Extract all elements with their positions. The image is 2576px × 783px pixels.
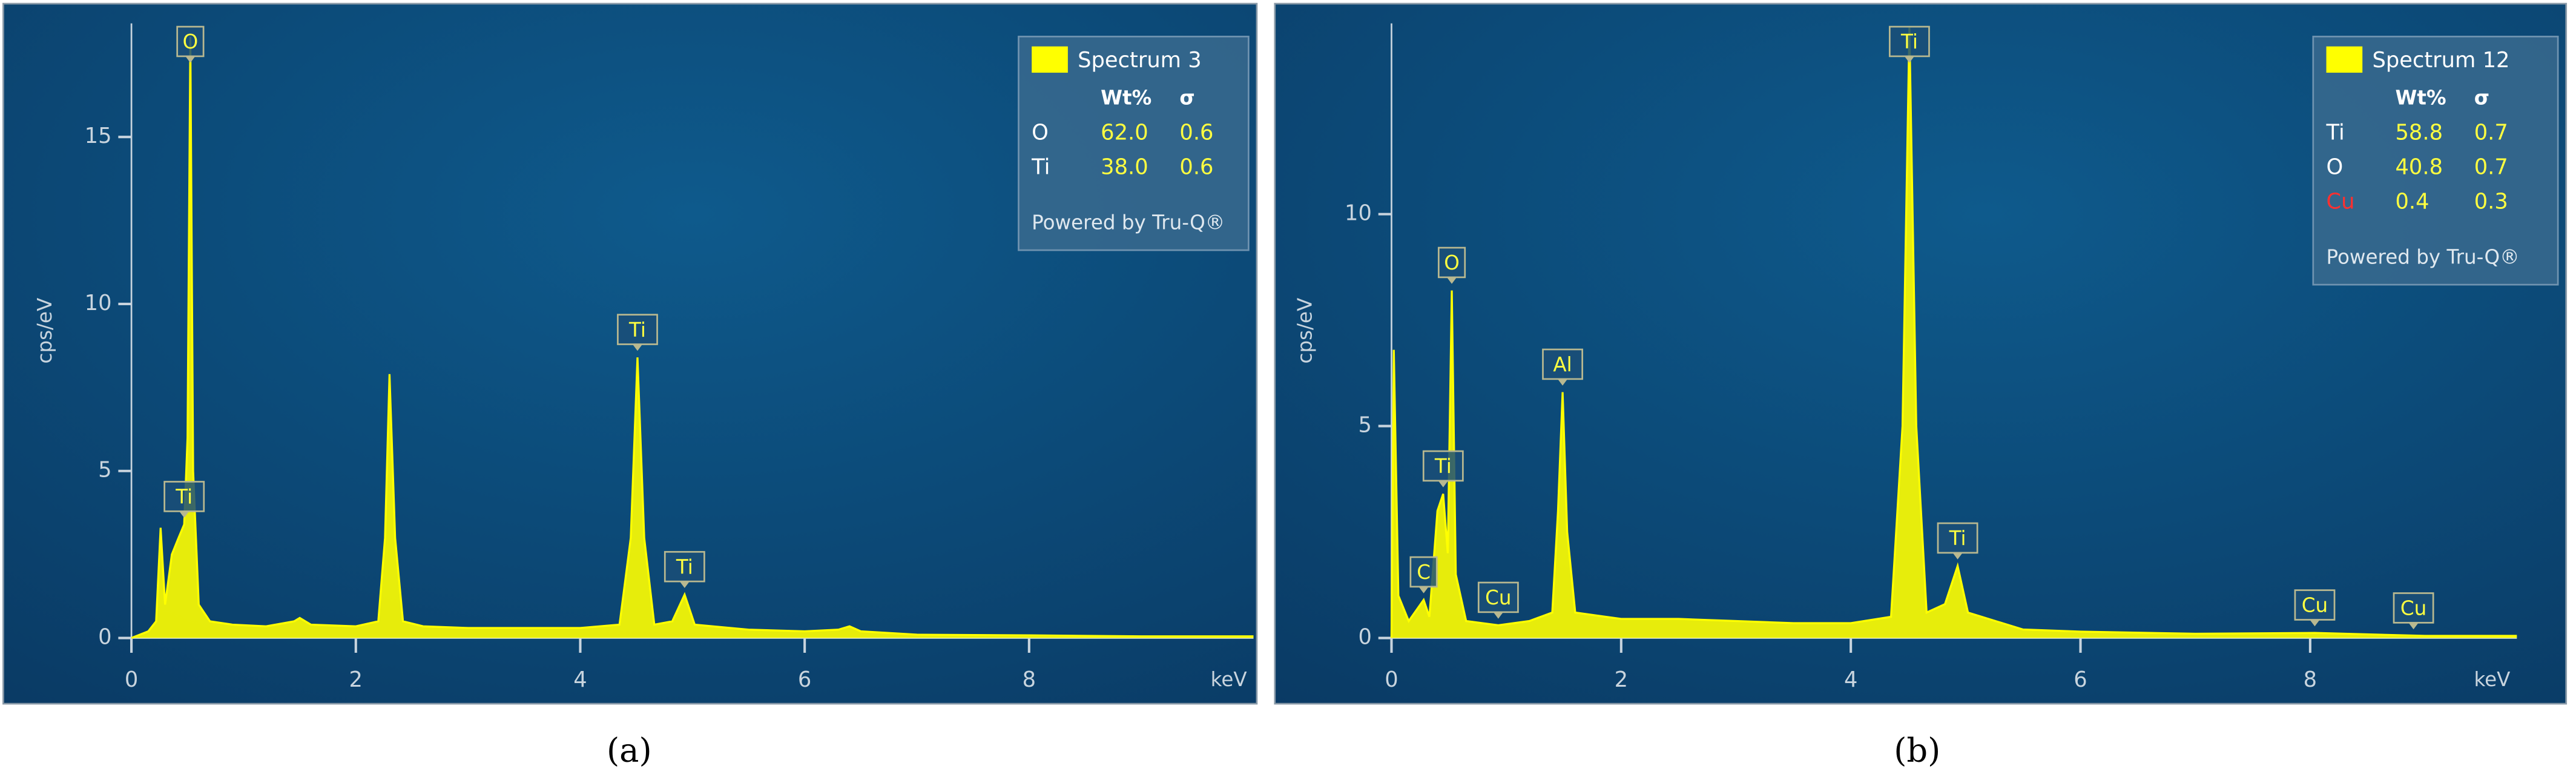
peak-label-pointer [1438, 480, 1448, 487]
y-tick-label: 15 [85, 124, 112, 148]
y-tick-label: 0 [98, 625, 111, 650]
peak-label: O [183, 30, 199, 53]
x-tick-label: 6 [2074, 667, 2087, 692]
table-footer: Powered by Tru-Q® [2327, 246, 2520, 269]
table-header: Wt% [2395, 86, 2446, 109]
y-tick-label: 5 [1358, 413, 1371, 438]
peak-label: Ti [676, 555, 693, 578]
chart-panel: 0 5 10 0 2 4 6 8 keV cps/eV C Ti O Cu Al Ti Ti Cu Cu Spectr… [1274, 2, 2568, 770]
chart-panel: 0 5 10 15 0 2 4 6 8 keV cps/eV O Ti Ti Ti Spectrum 3 Wt%… [2, 2, 1258, 770]
peak-label: Ti [1434, 455, 1452, 478]
x-tick-label: 0 [1385, 667, 1398, 692]
x-tick-label: 4 [1844, 667, 1857, 692]
legend-swatch [1032, 46, 1068, 73]
table-value: 0.6 [1179, 154, 1213, 179]
peak-label: O [1444, 251, 1460, 274]
y-tick-label: 5 [98, 458, 111, 483]
x-tick-label: 0 [125, 667, 138, 692]
peak-label: Cu [2400, 597, 2426, 620]
peak-label-pointer [1418, 586, 1429, 593]
peak-label: Al [1553, 353, 1572, 376]
peak-label-pointer [679, 581, 690, 588]
peak-label-box [2294, 589, 2336, 621]
peak-label-pointer [2408, 623, 2419, 630]
table-value: 0.6 [1179, 120, 1213, 145]
peak-label: Cu [2302, 594, 2328, 617]
x-tick-label: 2 [349, 667, 363, 692]
x-tick-label: 8 [1023, 667, 1036, 692]
peak-label-pointer [185, 56, 196, 63]
peak-label: Ti [628, 319, 646, 342]
peak-label-pointer [1952, 552, 1963, 560]
peak-label-pointer [1493, 612, 1504, 619]
peak-label-box [617, 314, 658, 345]
peak-label: Ti [175, 486, 193, 509]
x-tick-label: 6 [798, 667, 811, 692]
peak-label-box [1422, 450, 1464, 482]
caption: (b) [1894, 732, 1940, 770]
table-element: O [1032, 120, 1049, 145]
x-tick-label: 2 [1615, 667, 1628, 692]
peak-label-box [163, 481, 205, 512]
y-axis-label: cps/eV [1293, 298, 1316, 364]
peak-label-pointer [1557, 378, 1568, 386]
peak-label-pointer [1446, 277, 1457, 284]
peak-label-box [1477, 581, 1519, 613]
peak-label: Ti [1900, 30, 1918, 53]
y-tick-label: 10 [1345, 201, 1372, 226]
x-tick-label: 8 [2304, 667, 2317, 692]
peak-label: Ti [1949, 527, 1966, 550]
table-value: 58.8 [2395, 120, 2443, 145]
y-tick-label: 0 [1358, 625, 1371, 650]
peak-label: Cu [1485, 586, 1511, 609]
legend-box [2312, 35, 2559, 286]
legend-label: Spectrum 3 [1078, 48, 1202, 73]
peak-label-pointer [179, 511, 189, 518]
spectrum-line [1390, 27, 2517, 638]
peak-label-pointer [1904, 56, 1915, 63]
table-value: 0.3 [2474, 189, 2508, 214]
table-value: 0.4 [2395, 189, 2429, 214]
peak-label-pointer [632, 344, 643, 351]
peak-label-pointer [2310, 619, 2320, 627]
x-tick-label: 4 [573, 667, 587, 692]
caption: (a) [607, 732, 652, 770]
table-value: 38.0 [1101, 154, 1148, 179]
table-header: Wt% [1101, 86, 1151, 109]
x-axis-label: keV [1211, 668, 1247, 691]
legend-label: Spectrum 12 [2373, 48, 2510, 73]
table-value: 0.7 [2474, 120, 2508, 145]
peak-label: C [1417, 561, 1431, 584]
table-element: O [2327, 154, 2344, 179]
table-element: Ti [2326, 120, 2345, 145]
peak-label-box [1409, 556, 1438, 588]
table-value: 0.7 [2474, 154, 2508, 179]
table-header: σ [1179, 86, 1194, 109]
table-value: 40.8 [2395, 154, 2443, 179]
y-axis-label: cps/eV [33, 298, 56, 364]
x-axis-label: keV [2474, 668, 2510, 691]
table-footer: Powered by Tru-Q® [1032, 211, 1225, 234]
y-tick-label: 10 [85, 291, 112, 316]
table-element: Ti [1031, 154, 1050, 179]
table-element: Cu [2327, 189, 2355, 214]
table-value: 62.0 [1101, 120, 1148, 145]
table-header: σ [2474, 86, 2489, 109]
legend-swatch [2326, 46, 2363, 73]
